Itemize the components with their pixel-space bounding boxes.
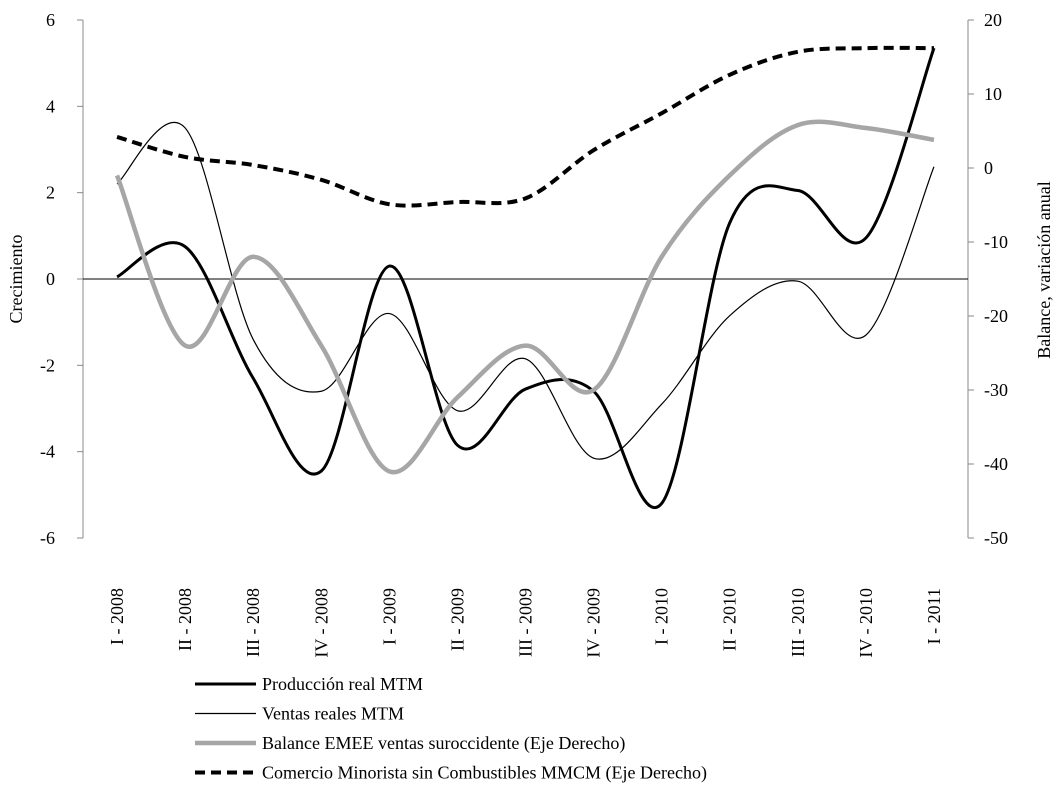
y-axis-label: Crecimiento [6,235,26,324]
series-line [116,121,935,460]
legend-label: Ventas reales MTM [262,704,404,724]
y-tick-label: 4 [46,96,55,116]
y2-tick-label: -30 [984,380,1008,400]
x-tick-label: I - 2008 [107,588,127,645]
x-tick-label: II - 2009 [447,588,467,651]
y2-tick-label: 20 [984,10,1002,30]
y2-tick-label: -40 [984,454,1008,474]
x-tick-label: IV - 2008 [311,588,331,658]
x-tick-label: III - 2010 [788,588,808,657]
y-tick-label: 6 [46,10,55,30]
x-tick-label: I - 2010 [652,588,672,645]
x-tick-label: I - 2009 [379,588,399,645]
y2-tick-label: -20 [984,306,1008,326]
x-tick-label: II - 2008 [175,588,195,651]
x-tick-label: IV - 2009 [584,588,604,658]
y-tick-label: 0 [46,269,55,289]
y-tick-label: -2 [40,355,55,375]
y-tick-label: -4 [40,442,55,462]
x-tick-label: I - 2011 [924,588,944,644]
y2-axis-label: Balance, variación anual [1034,181,1054,358]
series-line [114,119,935,475]
y-tick-label: 2 [46,183,55,203]
y2-tick-label: -50 [984,528,1008,548]
y2-tick-label: 10 [984,84,1002,104]
y2-tick-label: -10 [984,232,1008,252]
y-tick-label: -6 [40,528,55,548]
legend-label: Balance EMEE ventas suroccidente (Eje De… [262,733,625,754]
y2-tick-label: 0 [984,158,993,178]
legend-label: Producción real MTM [262,674,423,694]
x-tick-label: II - 2010 [720,588,740,651]
series-line [116,45,934,208]
series-line [116,47,936,509]
x-tick-label: III - 2008 [243,588,263,657]
x-tick-label: IV - 2010 [856,588,876,658]
legend-label: Comercio Minorista sin Combustibles MMCM… [262,763,707,784]
x-tick-label: III - 2009 [516,588,536,657]
